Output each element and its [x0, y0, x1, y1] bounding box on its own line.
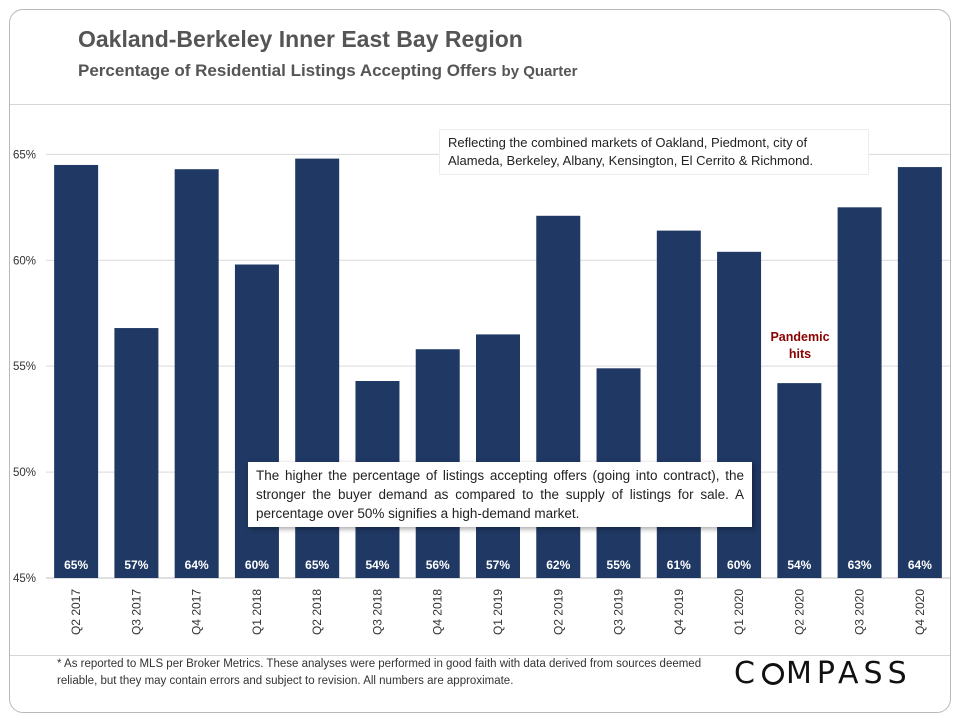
x-tick-label: Q2 2019	[551, 589, 565, 635]
bar-data-label: 64%	[185, 558, 209, 572]
bar	[777, 383, 822, 578]
bar-data-label: 65%	[64, 558, 88, 572]
x-tick-label: Q3 2018	[370, 589, 384, 635]
bar	[174, 169, 219, 578]
bar	[234, 264, 279, 578]
bar	[476, 334, 520, 578]
x-tick-label: Q1 2020	[732, 589, 746, 635]
markets-note: Reflecting the combined markets of Oakla…	[440, 130, 868, 174]
bar	[837, 207, 882, 578]
pandemic-annotation: Pandemic hits	[762, 329, 838, 363]
x-tick-label: Q4 2018	[431, 589, 445, 635]
y-tick-label: 50%	[13, 467, 36, 479]
bar-data-label: 57%	[486, 558, 510, 572]
footer-divider	[10, 655, 950, 656]
footnote: * As reported to MLS per Broker Metrics.…	[57, 658, 702, 687]
x-tick-label: Q1 2019	[491, 589, 505, 635]
bar-data-label: 61%	[667, 558, 691, 572]
bar	[897, 167, 942, 578]
y-tick-label: 55%	[13, 361, 36, 373]
logo-letters-rest: MPASS	[785, 656, 912, 691]
demand-explanation-note: The higher the percentage of listings ac…	[248, 462, 752, 527]
bar	[717, 251, 762, 579]
x-tick-label: Q4 2020	[913, 589, 927, 635]
x-tick-label: Q2 2017	[69, 589, 83, 635]
bar-data-label: 56%	[426, 558, 450, 572]
subtitle-suffix: by Quarter	[501, 63, 578, 80]
pandemic-label-line1: Pandemic	[770, 330, 830, 344]
bar-data-label: 54%	[787, 558, 811, 572]
bar-data-label: 60%	[245, 558, 269, 572]
compass-logo: C MPASS	[734, 656, 912, 691]
y-tick-label: 65%	[13, 149, 36, 161]
subtitle-main: Percentage of Residential Listings Accep…	[78, 61, 497, 80]
logo-ring-icon	[761, 663, 784, 685]
y-tick-label: 45%	[13, 573, 36, 585]
pandemic-label-line2: hits	[788, 347, 812, 361]
x-tick-label: Q1 2018	[250, 589, 264, 635]
x-tick-label: Q4 2017	[190, 589, 204, 635]
bar	[114, 328, 159, 578]
x-tick-label: Q3 2020	[853, 589, 867, 635]
bar-data-label: 65%	[305, 558, 329, 572]
bar-data-label: 54%	[365, 558, 389, 572]
bar-data-label: 63%	[848, 558, 872, 572]
x-tick-label: Q3 2019	[612, 589, 626, 635]
x-tick-label: Q2 2020	[792, 589, 806, 635]
chart-subtitle: Percentage of Residential Listings Accep…	[78, 61, 577, 81]
y-tick-label: 60%	[13, 255, 36, 267]
bar-data-label: 57%	[124, 558, 148, 572]
chart-title: Oakland-Berkeley Inner East Bay Region	[78, 26, 523, 52]
x-tick-label: Q4 2019	[672, 589, 686, 635]
x-tick-label: Q2 2018	[310, 589, 324, 635]
bar	[54, 164, 99, 579]
bar-data-label: 55%	[607, 558, 631, 572]
header-divider	[10, 104, 950, 105]
bar-data-label: 60%	[727, 558, 751, 572]
logo-letter-c: C	[734, 656, 760, 691]
bar-data-label: 62%	[546, 558, 570, 572]
bar-data-label: 64%	[908, 558, 932, 572]
x-tick-label: Q3 2017	[129, 589, 143, 635]
